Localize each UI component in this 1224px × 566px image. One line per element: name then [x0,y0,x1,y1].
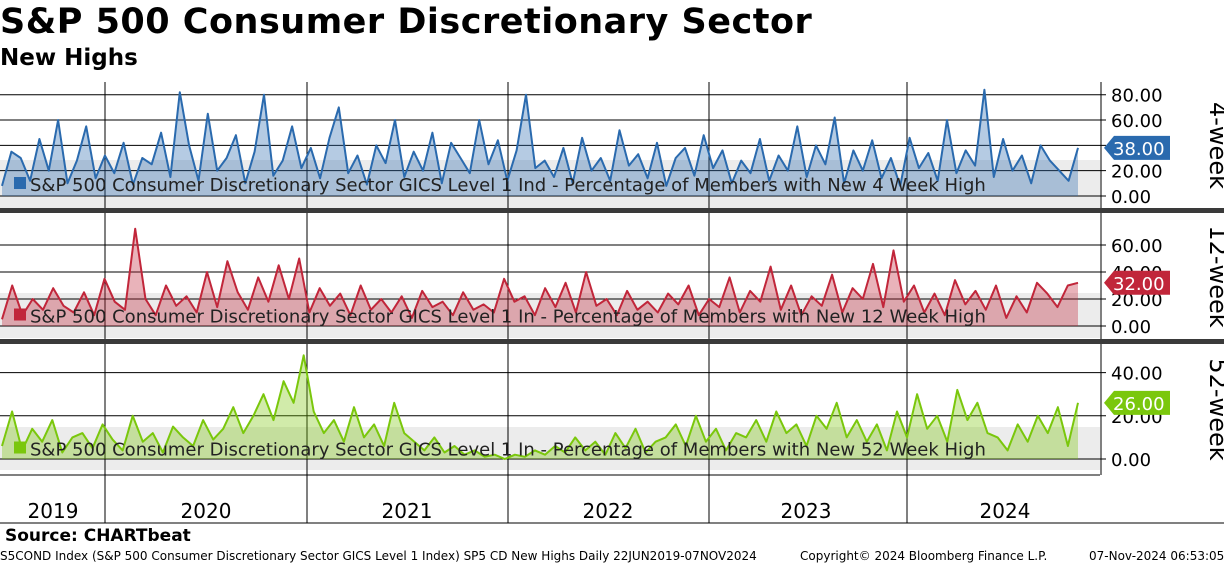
52-week-legend-swatch [14,441,26,454]
52-week-series-area [2,355,1078,459]
52-week-panel-label: 52-week [1204,358,1224,460]
52-week-tick-label: 0.00 [1111,450,1151,471]
panel-separator [0,208,1224,213]
footer-timestamp: 07-Nov-2024 06:53:05 [1089,549,1224,563]
4-week-last-value-tag [1104,135,1170,160]
panel-separator [0,339,1224,344]
12-week-legend-label: S&P 500 Consumer Discretionary Sector GI… [30,307,986,328]
4-week-tick-label: 0.00 [1111,187,1151,208]
x-tick-label: 2024 [980,499,1031,523]
52-week-series-line [1,354,1079,460]
4-week-last-value-label: 38.00 [1113,139,1165,160]
4-week-tick-label: 80.00 [1111,86,1163,107]
source-label: Source: CHARTbeat [5,526,191,546]
52-week-legend-label: S&P 500 Consumer Discretionary Sector GI… [30,440,986,461]
12-week-series-line [1,227,1079,320]
12-week-panel-label: 12-week [1204,225,1224,327]
12-week-last-value-label: 32.00 [1113,274,1165,295]
4-week-tick-label: 20.00 [1111,162,1163,183]
52-week-last-value-tag [1104,390,1170,415]
chart-title: S&P 500 Consumer Discretionary Sector [0,2,813,42]
12-week-legend-swatch [14,308,26,321]
footer-description: S5COND Index (S&P 500 Consumer Discretio… [0,549,757,563]
12-week-tick-label: 0.00 [1111,317,1151,338]
chart-subtitle: New Highs [0,45,138,71]
4-week-legend-label: S&P 500 Consumer Discretionary Sector GI… [30,175,986,196]
12-week-last-value-tag [1104,270,1170,295]
x-tick-label: 2022 [583,499,634,523]
4-week-legend-swatch [14,177,26,189]
12-week-tick-label: 60.00 [1111,236,1163,257]
x-tick-label: 2019 [28,499,79,523]
x-tick-label: 2020 [181,499,232,523]
4-week-series-line [1,88,1079,187]
52-week-tick-label: 40.00 [1111,364,1163,385]
footer-copyright: Copyright© 2024 Bloomberg Finance L.P. [800,549,1048,563]
12-week-tick-label: 20.00 [1111,290,1163,311]
52-week-legend-band [0,427,1100,470]
x-tick-label: 2023 [781,499,832,523]
4-week-panel-label: 4-week [1204,102,1224,189]
4-week-tick-label: 60.00 [1111,111,1163,132]
x-tick-label: 2021 [382,499,433,523]
52-week-last-value-label: 26.00 [1113,394,1165,415]
